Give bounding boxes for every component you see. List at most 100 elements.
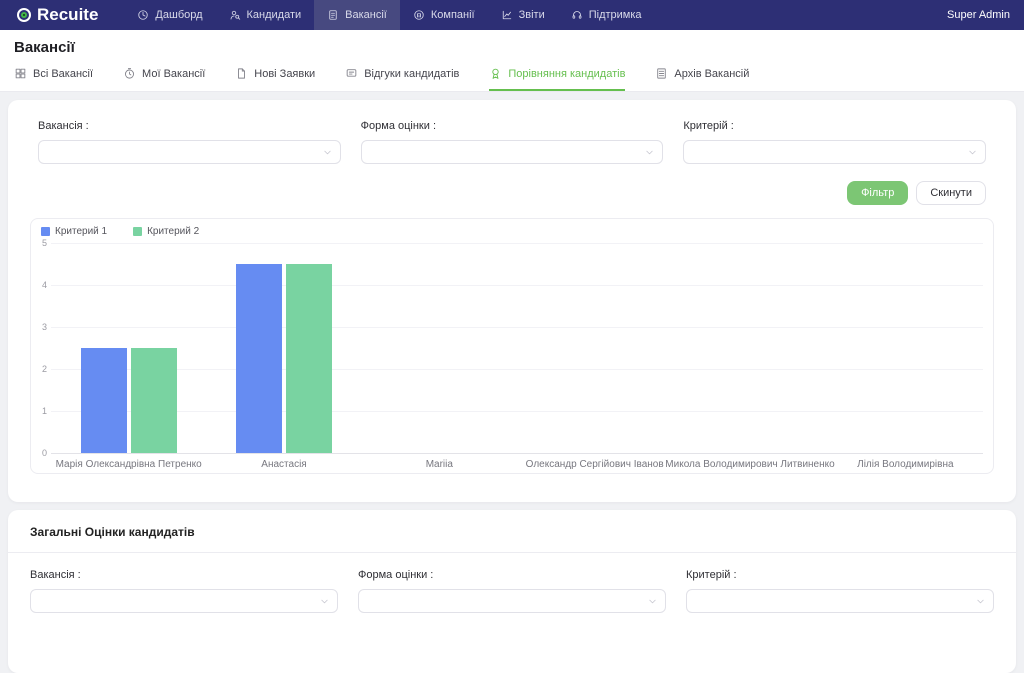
candidates-icon	[229, 9, 241, 21]
y-axis-tick: 3	[31, 322, 47, 332]
gridline	[51, 243, 983, 244]
gridline	[51, 411, 983, 412]
legend-swatch	[133, 227, 142, 236]
filter-label: Форма оцінки :	[358, 569, 666, 581]
overall-criteria-select[interactable]	[686, 589, 994, 613]
criteria-select[interactable]	[683, 140, 986, 164]
filter-label: Форма оцінки :	[361, 120, 664, 132]
bar-series2-cat2	[286, 264, 332, 453]
filter-label: Вакансія :	[30, 569, 338, 581]
tab-candidate-feedback[interactable]: Відгуки кандидатів	[345, 67, 459, 91]
vacancy-filter: Вакансія :	[38, 120, 341, 164]
gridline	[51, 285, 983, 286]
grid-icon	[14, 67, 27, 80]
overall-evaluation-form-filter: Форма оцінки :	[358, 569, 666, 613]
vacancies-icon	[327, 9, 339, 21]
chevron-down-icon	[644, 147, 655, 158]
y-axis-tick: 2	[31, 364, 47, 374]
page-header: Вакансії Всі Вакансії Мої Вакансії Нові За…	[0, 30, 1024, 92]
evaluation-form-select[interactable]	[361, 140, 664, 164]
clock-icon	[123, 67, 136, 80]
tab-label: Всі Вакансії	[33, 68, 93, 80]
tab-new-applications[interactable]: Нові Заявки	[235, 67, 315, 91]
bar-series2-cat1	[131, 348, 177, 453]
chevron-down-icon	[647, 596, 658, 607]
filter-label: Критерій :	[686, 569, 994, 581]
nav-menu: Дашборд Кандидати Вакансії Компанії Звіти Під…	[124, 0, 654, 30]
reset-button[interactable]: Скинути	[916, 181, 986, 205]
legend-item[interactable]: Критерий 1	[41, 226, 107, 237]
tab-label: Архів Вакансій	[674, 68, 749, 80]
nav-item-label: Підтримка	[589, 9, 642, 21]
gridline	[51, 369, 983, 370]
archive-icon	[655, 67, 668, 80]
reports-icon	[501, 9, 513, 21]
tab-all-vacancies[interactable]: Всі Вакансії	[14, 67, 93, 91]
file-icon	[235, 67, 248, 80]
section-title: Загальні Оцінки кандидатів	[8, 510, 1016, 552]
chevron-down-icon	[319, 596, 330, 607]
nav-item-label: Звіти	[519, 9, 545, 21]
gridline	[51, 327, 983, 328]
gridline	[51, 453, 983, 454]
companies-icon	[413, 9, 425, 21]
comparison-section: Вакансія : Форма оцінки : Критерій : Фільт…	[8, 100, 1016, 502]
legend-swatch	[41, 227, 50, 236]
criteria-filter: Критерій :	[683, 120, 986, 164]
nav-item-reports[interactable]: Звіти	[488, 0, 558, 30]
logo[interactable]: Recuite	[16, 0, 98, 30]
filter-label: Вакансія :	[38, 120, 341, 132]
nav-item-vacancies[interactable]: Вакансії	[314, 0, 400, 30]
nav-item-support[interactable]: Підтримка	[558, 0, 655, 30]
tab-label: Нові Заявки	[254, 68, 315, 80]
y-axis-tick: 0	[31, 448, 47, 458]
legend-label: Критерий 1	[55, 226, 107, 237]
evaluation-form-filter: Форма оцінки :	[361, 120, 664, 164]
filter-button[interactable]: Фільтр	[847, 181, 908, 205]
logo-text: Recuite	[37, 5, 98, 25]
nav-item-dashboard[interactable]: Дашборд	[124, 0, 215, 30]
chevron-down-icon	[975, 596, 986, 607]
filter-actions: Фільтр Скинути	[30, 181, 986, 205]
tab-label: Відгуки кандидатів	[364, 68, 459, 80]
support-icon	[571, 9, 583, 21]
nav-item-candidates[interactable]: Кандидати	[216, 0, 315, 30]
overall-evaluation-form-select[interactable]	[358, 589, 666, 613]
nav-item-label: Вакансії	[345, 9, 387, 21]
comparison-bar-chart: Критерий 1Критерий 2 012345Марія Олексан…	[30, 218, 994, 474]
tab-candidate-comparison[interactable]: Порівняння кандидатів	[489, 67, 625, 91]
chevron-down-icon	[967, 147, 978, 158]
tab-vacancy-archive[interactable]: Архів Вакансій	[655, 67, 749, 91]
navbar: Recuite Дашборд Кандидати Вакансії Компанії…	[0, 0, 1024, 30]
filter-label: Критерій :	[683, 120, 986, 132]
legend-label: Критерий 2	[147, 226, 199, 237]
chart-legend: Критерий 1 Критерий 2	[41, 226, 199, 237]
y-axis-tick: 4	[31, 280, 47, 290]
tabs: Всі Вакансії Мої Вакансії Нові Заявки Відгу…	[14, 67, 1010, 91]
badge-icon	[489, 67, 502, 80]
nav-item-companies[interactable]: Компанії	[400, 0, 488, 30]
page-title: Вакансії	[14, 39, 1010, 56]
logo-icon	[16, 7, 32, 23]
feedback-icon	[345, 67, 358, 80]
user-menu[interactable]: Super Admin	[947, 9, 1010, 21]
bar-series1-cat2	[236, 264, 282, 453]
tab-my-vacancies[interactable]: Мої Вакансії	[123, 67, 205, 91]
legend-item[interactable]: Критерий 2	[133, 226, 199, 237]
overall-vacancy-select[interactable]	[30, 589, 338, 613]
vacancy-select[interactable]	[38, 140, 341, 164]
bar-series1-cat1	[81, 348, 127, 453]
overall-criteria-filter: Критерій :	[686, 569, 994, 613]
overall-vacancy-filter: Вакансія :	[30, 569, 338, 613]
dashboard-icon	[137, 9, 149, 21]
y-axis-tick: 5	[31, 238, 47, 248]
overall-scores-section: Загальні Оцінки кандидатів Вакансія : Фор…	[8, 510, 1016, 673]
nav-item-label: Компанії	[431, 9, 475, 21]
tab-label: Мої Вакансії	[142, 68, 205, 80]
nav-item-label: Кандидати	[247, 9, 302, 21]
tab-label: Порівняння кандидатів	[508, 68, 625, 80]
x-axis-label: Лілія Володимирівна	[805, 459, 994, 470]
y-axis-tick: 1	[31, 406, 47, 416]
comparison-filters: Вакансія : Форма оцінки : Критерій :	[30, 120, 994, 164]
overall-filters: Вакансія : Форма оцінки : Критерій :	[8, 553, 1016, 633]
